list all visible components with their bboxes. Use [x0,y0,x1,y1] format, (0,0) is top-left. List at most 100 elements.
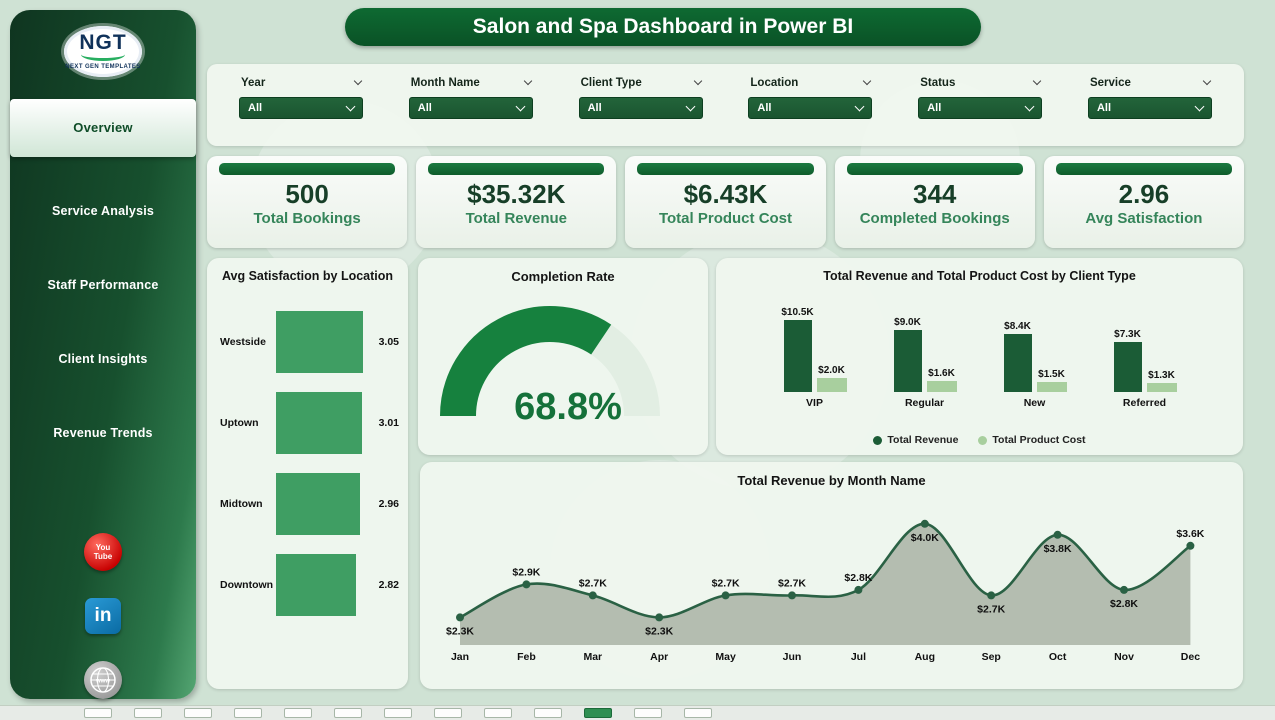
legend-item: Total Revenue [873,434,958,446]
sidebar-item-revenue-trends[interactable]: Revenue Trends [53,426,153,440]
taskbar-tile[interactable] [434,708,462,718]
taskbar-tile[interactable] [134,708,162,718]
chevron-down-icon [685,101,696,111]
revenue-bar[interactable] [783,320,812,392]
chevron-down-icon [1024,101,1035,111]
filter-value: All [587,102,602,114]
filter-value: All [248,102,263,114]
value-label: 3.05 [378,335,399,348]
data-point[interactable] [854,585,863,594]
sidebar-item-overview[interactable]: Overview [10,99,196,157]
product-cost-bar[interactable] [816,378,847,392]
chevron-down-icon[interactable] [693,76,702,86]
value-label: $1.5K [1038,368,1065,380]
chevron-down-icon[interactable] [1032,76,1042,86]
gauge-arc [440,306,612,417]
logo-swoosh [81,48,125,61]
satisfaction-bar[interactable] [276,310,363,373]
taskbar-tile[interactable] [284,708,312,718]
data-point[interactable] [920,519,929,528]
kpi-value: $6.43K [683,179,768,209]
data-point[interactable] [588,591,597,600]
status-filter-dropdown[interactable]: All [918,97,1043,119]
location-filter-dropdown[interactable]: All [748,97,873,119]
chevron-down-icon[interactable] [523,76,533,86]
kpi-accent-bar [428,163,605,175]
taskbar-tile[interactable] [534,708,562,718]
data-point[interactable] [456,613,464,622]
gauge-chart[interactable] [424,288,702,453]
filter-label: Year [241,77,266,89]
revenue-bar[interactable] [1003,334,1032,392]
data-point[interactable] [1053,530,1062,539]
product-cost-bar[interactable] [926,381,957,392]
data-point[interactable] [1120,585,1128,594]
taskbar-tile[interactable] [384,708,412,718]
product-cost-bar[interactable] [1036,381,1067,392]
value-label: $2.7K [579,577,607,589]
kpi-total-bookings: 500 Total Bookings [207,156,408,248]
chevron-down-icon [345,101,356,111]
chevron-down-icon[interactable] [353,76,363,86]
product-cost-bar[interactable] [1146,383,1177,392]
sidebar-item-client-insights[interactable]: Client Insights [58,352,148,366]
kpi-avg-satisfaction: 2.96 Avg Satisfaction [1043,156,1245,248]
taskbar-tile[interactable] [184,708,212,718]
sidebar-item-service-analysis[interactable]: Service Analysis [51,204,155,218]
filter-year: Year All [239,76,363,146]
sidebar-item-staff-performance[interactable]: Staff Performance [47,278,159,292]
revenue-bar[interactable] [1113,341,1142,392]
satisfaction-bar[interactable] [276,553,357,616]
service-filter-dropdown[interactable]: All [1087,97,1212,119]
chevron-down-icon[interactable] [1202,76,1212,86]
client-type-group: $7.3K $1.3K Referred [1090,292,1200,414]
location-label: Westside [220,335,266,348]
bar-track [276,310,367,373]
year-filter-dropdown[interactable]: All [239,97,363,119]
value-label: $2.7K [778,577,806,589]
filter-client-type: Client Type All [578,76,703,146]
satisfaction-row: Midtown 2.96 [207,463,408,544]
satisfaction-bar[interactable] [276,472,361,535]
kpi-total-product-cost: $6.43K Total Product Cost [625,156,826,248]
taskbar-tile[interactable] [584,708,612,718]
taskbar-tile[interactable] [634,708,662,718]
kpi-total-revenue: $35.32K Total Revenue [416,156,617,248]
category-label: Regular [904,397,945,409]
chart-title: Completion Rate [511,269,615,284]
kpi-label: Avg Satisfaction [1085,210,1203,227]
taskbar-tile[interactable] [84,708,112,718]
taskbar-tile[interactable] [234,708,262,718]
linkedin-icon[interactable]: in [85,598,121,634]
value-label: $2.7K [712,577,740,589]
youtube-icon[interactable]: You Tube [84,533,122,571]
svg-text:www: www [95,679,110,685]
chart-title: Total Revenue and Total Product Cost by … [823,269,1136,283]
data-point[interactable] [788,591,796,600]
data-point[interactable] [721,591,730,600]
value-label: $1.3K [1148,370,1175,382]
client-type-filter-dropdown[interactable]: All [578,97,703,119]
kpi-completed-bookings: 344 Completed Bookings [834,156,1035,248]
data-point[interactable] [655,613,664,622]
chart-title: Total Revenue by Month Name [737,473,926,488]
taskbar-tile[interactable] [484,708,512,718]
sidebar: NGT NEXT GEN TEMPLATES Overview Service … [10,10,196,699]
website-globe-icon[interactable]: www [84,661,122,699]
avg-satisfaction-panel: Avg Satisfaction by Location Westside 3.0… [207,258,408,689]
satisfaction-bar[interactable] [276,391,362,454]
client-type-group: $10.5K $2.0K VIP [760,292,870,414]
value-label: $2.3K [446,625,474,637]
data-point[interactable] [987,591,996,600]
kpi-accent-bar [637,163,814,175]
taskbar-tile[interactable] [334,708,362,718]
month-label: Aug [915,651,935,663]
month-label: May [715,651,736,663]
value-label: $8.4K [1004,321,1031,333]
taskbar-tile[interactable] [684,708,712,718]
revenue-bar[interactable] [893,330,922,392]
data-point[interactable] [1186,541,1195,550]
month-filter-dropdown[interactable]: All [408,97,533,119]
chevron-down-icon[interactable] [863,76,872,86]
data-point[interactable] [522,580,531,589]
